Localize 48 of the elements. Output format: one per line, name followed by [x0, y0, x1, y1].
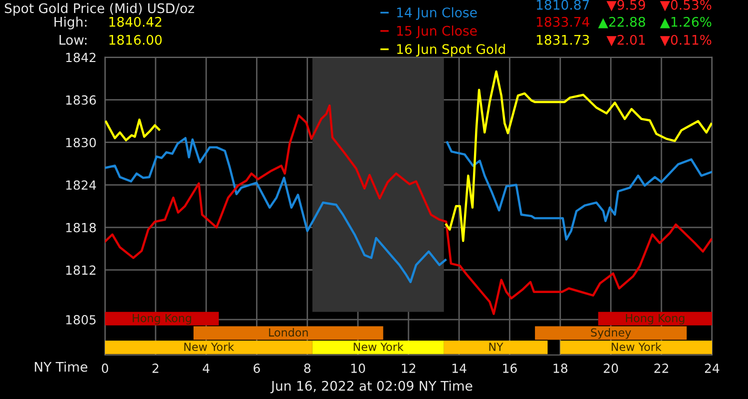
- x-tick-label: 2: [152, 364, 158, 373]
- x-tick-label: 20: [604, 364, 618, 374]
- x-tick-label: 24: [704, 364, 720, 373]
- text: High:: [54, 16, 86, 30]
- x-tick-label: 4: [202, 364, 210, 373]
- legend-label: 15 Jun Close: [397, 26, 477, 38]
- band-label: New York: [354, 342, 404, 352]
- x-tick-label: 18: [554, 364, 568, 374]
- y-tick-label: 1812: [66, 265, 96, 275]
- x-tick-label: 16: [503, 364, 517, 374]
- x-tick-label: 14: [452, 364, 466, 373]
- text: ▼0.11%: [660, 34, 712, 46]
- y-tick-label: 1818: [66, 222, 96, 232]
- text: Low:: [60, 35, 86, 45]
- x-tick-label: 12: [402, 364, 416, 373]
- y-tick-label: 1842: [66, 52, 96, 62]
- y-tick-label: 1836: [66, 95, 96, 105]
- band-label: New York: [612, 342, 662, 352]
- text: 1833.74: [536, 16, 590, 27]
- y-tick-label: 1805: [66, 315, 96, 324]
- text: ▲22.88: [598, 16, 646, 28]
- text: 1831.73: [536, 34, 589, 45]
- band-label: NY: [489, 342, 504, 351]
- y-tick-label: 1830: [66, 138, 96, 148]
- band-label: London: [269, 328, 308, 337]
- band-label: Hong Kong: [132, 314, 192, 324]
- y-tick-label: 1824: [66, 180, 96, 190]
- x-tick-label: 10: [351, 364, 366, 374]
- x-tick-label: 22: [654, 364, 668, 373]
- text: ▼2.01: [606, 34, 645, 46]
- text: 1840.42: [109, 16, 162, 27]
- chart-title: Spot Gold Price (Mid) USD/oz: [4, 3, 194, 16]
- text: 1816.00: [109, 34, 162, 45]
- band-label: Hong Kong: [626, 314, 684, 324]
- band-label: New York: [184, 342, 234, 352]
- band-label: Sydney: [590, 328, 632, 339]
- text: Jun 16, 2022 at 02:09 NY Time: [270, 380, 472, 394]
- legend-label: 16 Jun Spot Gold: [397, 44, 505, 57]
- text: ▼0.53%: [660, 0, 712, 12]
- x-tick-label: 8: [304, 364, 310, 374]
- text: ▼9.59: [606, 0, 646, 12]
- x-tick-label: 0: [102, 364, 108, 374]
- legend-label: 14 Jun Close: [397, 7, 477, 20]
- line-series: [105, 104, 712, 315]
- x-tick-label: 6: [254, 364, 260, 374]
- text: ▲1.26%: [660, 16, 712, 28]
- text: 1810.87: [536, 0, 589, 10]
- x-axis-title: NY Time: [34, 362, 88, 372]
